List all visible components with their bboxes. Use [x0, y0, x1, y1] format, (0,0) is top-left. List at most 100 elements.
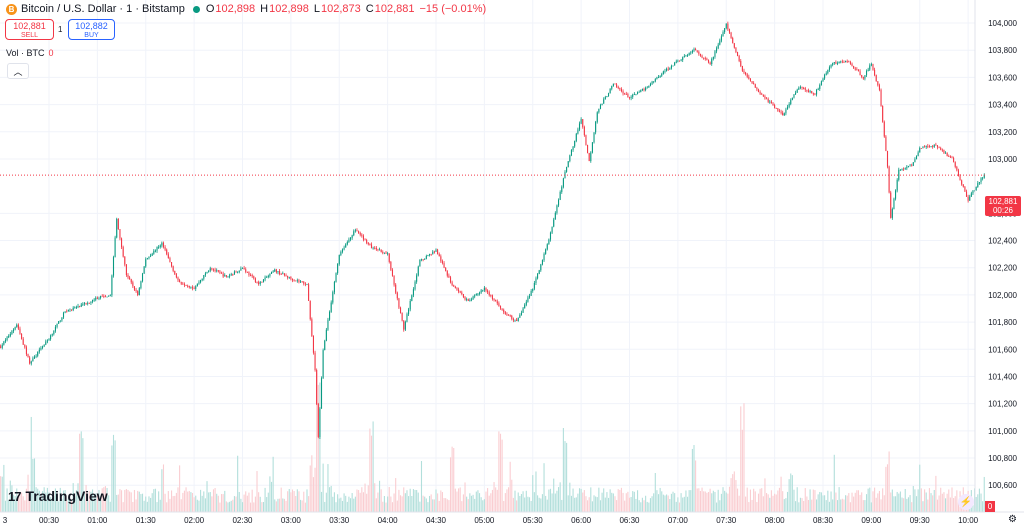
candle-body [380, 249, 382, 253]
candle-body [588, 152, 590, 162]
candle-body [783, 113, 785, 116]
volume-bar [786, 491, 789, 512]
candle-body [607, 93, 610, 97]
candle-body [382, 252, 384, 254]
volume-bar [543, 463, 545, 512]
volume-bar [200, 489, 202, 512]
volume-bar [886, 464, 889, 512]
volume-bar [37, 488, 39, 512]
volume-bar [296, 489, 298, 512]
volume-bar [100, 496, 102, 512]
candle-body [896, 179, 898, 191]
volume-bar [582, 492, 584, 512]
volume-bar [562, 428, 564, 512]
candle-body [915, 155, 918, 160]
candle-body [449, 277, 452, 283]
volume-bar [225, 501, 227, 512]
volume-bar [525, 490, 527, 512]
volume-bar [366, 493, 368, 512]
candle-body [288, 276, 290, 278]
volume-bar [867, 488, 869, 512]
volume-bar [166, 502, 168, 512]
sell-button[interactable]: 102,881 SELL [5, 19, 54, 40]
volume-bar [878, 490, 880, 512]
buy-button[interactable]: 102,882 BUY [68, 19, 115, 40]
lightning-icon[interactable]: ⚡ [958, 494, 974, 510]
volume-bar [35, 487, 37, 512]
volume-bar [443, 498, 445, 512]
volume-bar [254, 496, 256, 512]
time-tick-label: 05:00 [474, 516, 495, 525]
symbol-legend[interactable]: B Bitcoin / U.S. Dollar · 1 · Bitstamp O… [0, 1, 491, 17]
volume-bar [801, 498, 803, 512]
candle-body [595, 121, 597, 133]
volume-bar [695, 460, 697, 512]
candle-body [716, 48, 718, 52]
candle-body [487, 290, 489, 293]
volume-bar [270, 481, 273, 512]
time-tick-label: 07:00 [668, 516, 689, 525]
volume-bar [517, 492, 519, 512]
volume-bar [707, 492, 710, 512]
time-tick-label: 03:30 [329, 516, 350, 525]
candle-body [540, 264, 542, 271]
candle-body [703, 57, 705, 59]
volume-bar [61, 498, 63, 512]
candle-body [248, 272, 250, 276]
volume-bar [540, 498, 542, 512]
volume-bar [604, 497, 606, 512]
candle-body [108, 295, 110, 297]
price-scale: 104,200 104,000 103,800 103,600 103,400 103,2… [988, 0, 1017, 490]
candle-body [980, 178, 982, 183]
candle-body [867, 69, 869, 72]
candle-body [628, 97, 631, 99]
candle-body [609, 88, 611, 94]
price-tick-label: 100,600 [988, 481, 1017, 490]
candle-body [616, 84, 618, 87]
volume-bar [203, 491, 205, 512]
candle-body [537, 274, 539, 279]
volume-bar [788, 479, 790, 512]
volume-bar [622, 492, 624, 512]
candle-body [58, 321, 60, 324]
volume-bar [409, 488, 411, 512]
candle-body [408, 309, 410, 315]
candle-body [851, 63, 853, 67]
candle-body [141, 273, 144, 282]
candle-body [795, 92, 797, 95]
volume-bar [649, 498, 652, 512]
symbol-title[interactable]: Bitcoin / U.S. Dollar · 1 · Bitstamp [21, 3, 185, 15]
volume-bar [133, 489, 136, 512]
candle-body [743, 70, 745, 73]
candle-body [140, 281, 142, 289]
volume-bar [869, 487, 871, 512]
volume-bar [406, 490, 408, 512]
volume-bar [106, 487, 108, 512]
candle-body [456, 288, 458, 290]
volume-bar [454, 488, 456, 512]
collapse-legend-button[interactable]: ︿ [7, 63, 29, 79]
volume-bar [253, 502, 255, 512]
candle-body [691, 50, 693, 53]
gear-icon[interactable]: ⚙ [1008, 514, 1017, 525]
tradingview-logo[interactable]: 17 TradingView [8, 488, 108, 504]
volume-legend[interactable]: Vol · BTC 0 [6, 48, 54, 58]
volume-bar [520, 494, 523, 512]
volume-bar [609, 489, 611, 512]
candle-body [774, 105, 776, 109]
candle-body [112, 257, 115, 276]
volume-bar [429, 495, 431, 512]
candle-body [664, 70, 666, 72]
candle-body [232, 274, 234, 275]
volume-bar [717, 489, 719, 512]
candle-body [799, 86, 801, 88]
candle-body [545, 249, 547, 254]
market-status-dot[interactable] [192, 5, 200, 13]
candle-body [585, 135, 587, 145]
candle-body [682, 57, 684, 60]
volume-bar [440, 490, 442, 512]
volume-bar [535, 471, 537, 512]
volume-bar [466, 496, 468, 512]
volume-bar [716, 502, 718, 512]
